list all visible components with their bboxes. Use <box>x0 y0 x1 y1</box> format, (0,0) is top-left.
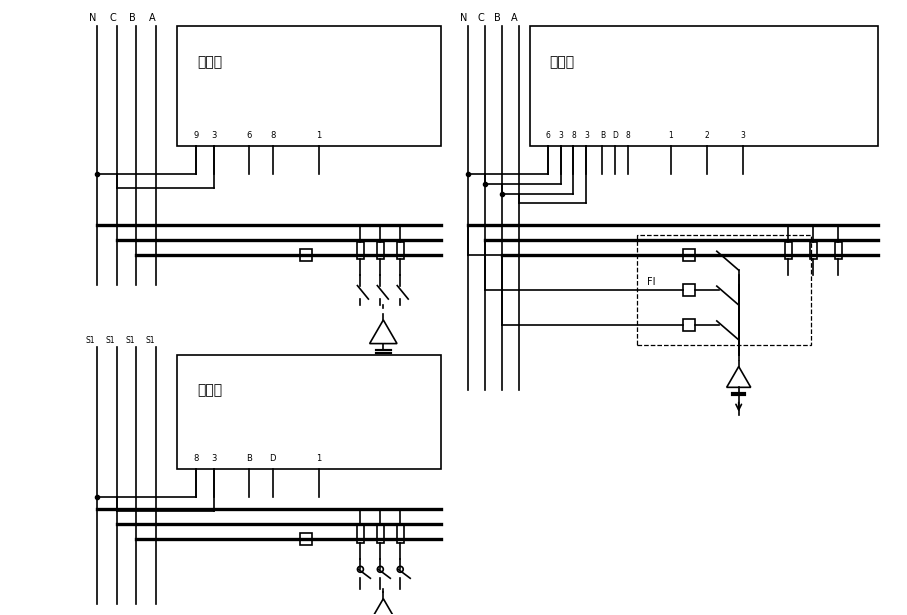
Text: N: N <box>460 14 468 23</box>
Text: S1: S1 <box>146 336 155 345</box>
Text: S1: S1 <box>126 336 135 345</box>
Bar <box>396 242 404 259</box>
Bar <box>834 242 842 259</box>
Text: C: C <box>109 14 116 23</box>
Bar <box>810 242 817 259</box>
Text: A: A <box>512 14 518 23</box>
Bar <box>683 249 695 261</box>
Text: 3: 3 <box>558 131 563 140</box>
Text: 控制器: 控制器 <box>197 55 222 69</box>
Text: B: B <box>494 14 502 23</box>
Bar <box>357 525 364 542</box>
Text: 1: 1 <box>668 131 673 140</box>
Bar <box>683 319 695 331</box>
Text: 9: 9 <box>193 131 199 140</box>
Text: D: D <box>269 454 276 463</box>
Text: 2: 2 <box>705 131 709 140</box>
Text: 3: 3 <box>740 131 746 140</box>
Text: 1: 1 <box>316 454 321 463</box>
Text: 3: 3 <box>211 454 217 463</box>
Text: D: D <box>612 131 619 140</box>
Bar <box>637 236 812 345</box>
Bar <box>177 26 441 146</box>
Bar <box>396 525 404 542</box>
Text: N: N <box>89 14 96 23</box>
Text: 6: 6 <box>246 131 251 140</box>
Bar <box>530 26 878 146</box>
Text: S1: S1 <box>106 336 115 345</box>
Text: 1: 1 <box>316 131 321 140</box>
Text: 8: 8 <box>626 131 630 140</box>
Text: FI: FI <box>647 277 656 287</box>
Text: 8: 8 <box>270 131 276 140</box>
Bar <box>177 355 441 469</box>
Text: C: C <box>477 14 484 23</box>
Bar <box>299 533 312 545</box>
Text: 控制器: 控制器 <box>197 384 222 398</box>
Bar <box>785 242 792 259</box>
Text: B: B <box>129 14 136 23</box>
Text: 控制器: 控制器 <box>550 55 575 69</box>
Text: A: A <box>149 14 156 23</box>
Text: S1: S1 <box>86 336 95 345</box>
Bar <box>376 242 384 259</box>
Text: 6: 6 <box>545 131 550 140</box>
Text: 3: 3 <box>584 131 589 140</box>
Text: 8: 8 <box>193 454 199 463</box>
Text: B: B <box>600 131 605 140</box>
Bar <box>376 525 384 542</box>
Text: 3: 3 <box>211 131 217 140</box>
Bar <box>357 242 364 259</box>
Bar <box>683 284 695 296</box>
Bar <box>299 249 312 261</box>
Text: B: B <box>246 454 252 463</box>
Text: 8: 8 <box>571 131 576 140</box>
